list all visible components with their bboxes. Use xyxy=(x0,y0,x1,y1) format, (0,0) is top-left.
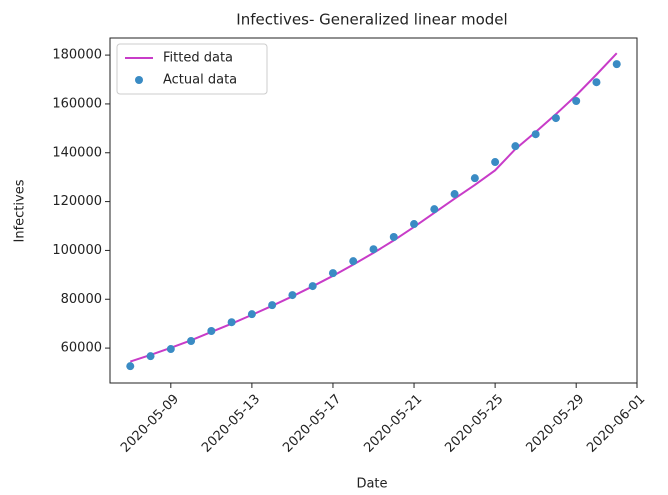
data-point xyxy=(328,269,337,278)
data-point xyxy=(166,345,175,354)
y-tick-label: 100000 xyxy=(52,243,102,258)
data-point xyxy=(227,318,236,327)
data-point xyxy=(551,114,560,123)
data-point xyxy=(146,352,155,361)
y-tick-label: 80000 xyxy=(61,292,102,307)
data-point xyxy=(308,282,317,291)
legend-swatch xyxy=(135,76,143,84)
data-point xyxy=(389,232,398,241)
data-point xyxy=(612,60,621,69)
data-point xyxy=(268,301,277,310)
data-point xyxy=(450,190,459,199)
y-tick-label: 60000 xyxy=(61,341,102,356)
y-tick-label: 160000 xyxy=(52,96,102,111)
plot-frame xyxy=(109,37,638,384)
data-point xyxy=(247,310,256,319)
y-tick-label: 140000 xyxy=(52,145,102,160)
legend-label: Fitted data xyxy=(163,51,233,66)
y-tick-label: 180000 xyxy=(52,48,102,63)
data-point xyxy=(349,257,358,266)
data-point xyxy=(288,291,297,300)
y-tick-label: 120000 xyxy=(52,194,102,209)
legend-label: Actual data xyxy=(163,73,237,88)
y-axis-label: Infectives xyxy=(13,179,28,242)
data-point xyxy=(430,205,439,214)
data-point xyxy=(592,78,601,87)
data-point xyxy=(572,96,581,105)
data-point xyxy=(369,245,378,254)
legend-box xyxy=(116,43,268,95)
data-point xyxy=(410,220,419,229)
data-point xyxy=(531,130,540,139)
data-point xyxy=(491,158,500,167)
data-point xyxy=(470,174,479,183)
data-point xyxy=(187,337,196,346)
data-point xyxy=(126,362,135,371)
x-axis-label: Date xyxy=(356,477,387,492)
chart-title: Infectives- Generalized linear model xyxy=(236,11,507,29)
legend: Fitted data Actual data xyxy=(116,43,268,95)
data-point xyxy=(511,142,520,151)
data-point xyxy=(207,326,216,335)
